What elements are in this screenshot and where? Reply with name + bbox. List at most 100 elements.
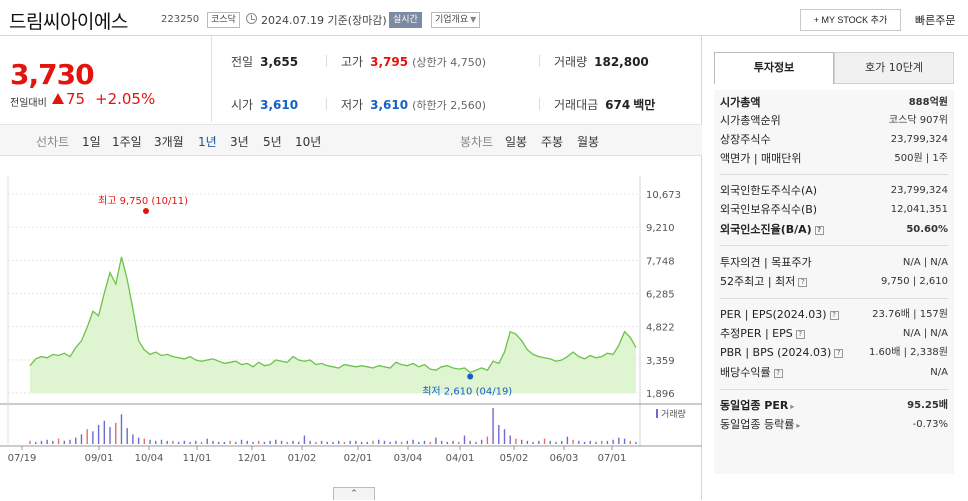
x-tick-label: 09/01 <box>85 453 114 464</box>
volume-bar <box>75 437 77 444</box>
tab-investment-info[interactable]: 투자정보 <box>714 52 834 84</box>
change-percent: +2.05% <box>95 90 156 108</box>
volume-bar <box>252 441 254 444</box>
dividend-value: N/A <box>930 367 948 378</box>
volume-bar <box>475 441 477 444</box>
volume-bar <box>223 441 226 444</box>
collapse-chart-button[interactable]: ⌃ <box>333 487 375 500</box>
volume-bar <box>452 440 454 444</box>
volume-bar <box>600 440 603 444</box>
volume-bar <box>143 438 146 444</box>
volume-bar <box>526 440 529 444</box>
chevron-down-icon: ▼ <box>470 15 477 24</box>
foreign-ratio-value: 50.60% <box>906 224 948 235</box>
volume-bar <box>46 439 48 444</box>
volume-bar <box>275 439 277 444</box>
per-label: PER | EPS(2024.03)? <box>720 306 839 324</box>
volume-bar <box>560 440 563 444</box>
help-icon[interactable]: ? <box>773 369 783 378</box>
candle-daily[interactable]: 일봉 <box>505 135 528 149</box>
volume-bar <box>549 440 551 444</box>
volume-bar <box>69 439 71 444</box>
row-shares: 상장주식수 23,799,324 <box>720 131 948 149</box>
volume-bar <box>629 440 631 444</box>
volume-bar <box>423 440 426 444</box>
industry-chg-label[interactable]: 동일업종 등락률 ▸ <box>720 416 800 435</box>
help-icon[interactable]: ? <box>795 330 805 339</box>
row-foreign-hold: 외국인보유주식수(B) 12,041,351 <box>720 201 948 219</box>
add-my-stock-button[interactable]: + MY STOCK 추가 <box>800 9 901 31</box>
help-icon[interactable]: ? <box>814 226 824 235</box>
x-tick-label: 12/01 <box>238 453 267 464</box>
period-1w[interactable]: 1주일 <box>112 135 142 149</box>
industry-per-label[interactable]: 동일업종 PER ▸ <box>720 397 794 416</box>
stat-high-value: 3,795 <box>370 55 409 69</box>
company-profile-dropdown[interactable]: 기업개요 ▼ <box>431 12 481 28</box>
volume-bars <box>29 408 637 444</box>
divider <box>720 174 948 175</box>
est-per-text: 추정PER | EPS <box>720 327 793 340</box>
clock-icon <box>246 13 257 24</box>
volume-bar <box>406 440 409 444</box>
period-5y[interactable]: 5년 <box>263 135 282 149</box>
volume-bar <box>635 441 637 444</box>
quick-order-link[interactable]: 빠른주문 <box>915 14 956 27</box>
foreign-limit-label: 외국인한도주식수(A) <box>720 184 818 197</box>
period-1d[interactable]: 1일 <box>82 135 101 149</box>
dividend-text: 배당수익률 <box>720 366 771 379</box>
market-cap-value: 888억원 <box>908 97 948 108</box>
help-icon[interactable]: ? <box>834 349 844 358</box>
tab-orderbook[interactable]: 호가 10단계 <box>834 52 954 84</box>
y-tick-label: 3,359 <box>646 356 675 367</box>
stat-prev-value: 3,655 <box>260 55 299 69</box>
stat-high-label: 고가 <box>341 55 364 69</box>
period-10y[interactable]: 10년 <box>295 135 322 149</box>
help-icon[interactable]: ? <box>829 311 839 320</box>
industry-chg-value: -0.73% <box>912 419 948 430</box>
volume-legend-swatch <box>656 409 658 418</box>
period-3y[interactable]: 3년 <box>230 135 249 149</box>
volume-bar <box>618 437 620 444</box>
help-icon[interactable]: ? <box>798 278 808 287</box>
divider <box>539 98 540 110</box>
stat-open-value: 3,610 <box>260 98 299 112</box>
row-industry-chg: 동일업종 등락률 ▸ -0.73% <box>720 416 948 434</box>
quote-panel: 3,730 전일대비 75 +2.05% 전일 3,655 고가 3,795 (상한가… <box>0 36 702 500</box>
w52-value: 9,750 | 2,610 <box>881 276 948 287</box>
period-1y[interactable]: 1년 <box>198 135 217 149</box>
volume-bar <box>378 439 380 444</box>
row-est-per: 추정PER | EPS? N/A | N/A <box>720 325 948 343</box>
stat-volume-value: 182,800 <box>594 55 649 69</box>
y-tick-label: 6,285 <box>646 290 675 301</box>
industry-per-value: 95.25배 <box>907 400 948 411</box>
dividend-label: 배당수익률? <box>720 364 783 382</box>
volume-bar <box>97 424 100 444</box>
volume-bar <box>509 435 511 444</box>
volume-bar <box>183 440 186 444</box>
est-per-value: N/A | N/A <box>902 328 948 339</box>
change-label: 전일대비 <box>10 98 47 109</box>
industry-per-text: 동일업종 PER <box>720 399 789 412</box>
stat-low-value: 3,610 <box>370 98 409 112</box>
volume-bar <box>166 440 168 444</box>
volume-bar <box>286 441 288 444</box>
stat-prev: 전일 3,655 <box>231 53 298 70</box>
volume-bar <box>418 441 420 444</box>
period-3m[interactable]: 3개월 <box>154 135 184 149</box>
row-cap-rank: 시가총액순위 코스닥 907위 <box>720 112 948 130</box>
foreign-limit-value: 23,799,324 <box>890 185 948 196</box>
row-par: 액면가 | 매매단위 500원 | 1주 <box>720 150 948 168</box>
volume-bar <box>606 440 609 444</box>
volume-bar <box>532 441 534 444</box>
volume-bar <box>400 441 403 444</box>
candle-monthly[interactable]: 월봉 <box>577 135 600 149</box>
market-badge: 코스닥 <box>207 12 240 28</box>
candle-weekly[interactable]: 주봉 <box>541 135 564 149</box>
shares-label: 상장주식수 <box>720 133 771 146</box>
x-tick-label: 07/19 <box>8 453 37 464</box>
volume-bar <box>572 439 574 444</box>
y-tick-label: 9,210 <box>646 223 675 234</box>
volume-bar <box>109 427 111 444</box>
price-chart[interactable]: 10,673 9,210 7,748 6,285 4,822 3,359 1,896 07/… <box>0 146 702 464</box>
realtime-badge[interactable]: 실시간 <box>389 12 422 28</box>
